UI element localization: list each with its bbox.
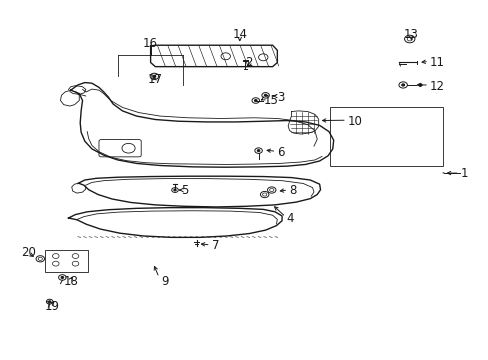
Circle shape <box>418 84 421 86</box>
Text: 20: 20 <box>21 246 36 259</box>
Circle shape <box>174 189 176 191</box>
Text: 7: 7 <box>211 239 219 252</box>
Text: 5: 5 <box>181 184 188 197</box>
Text: 16: 16 <box>143 37 158 50</box>
Text: 11: 11 <box>429 56 444 69</box>
Text: 19: 19 <box>44 300 60 312</box>
Circle shape <box>49 301 51 302</box>
Circle shape <box>264 94 266 96</box>
Circle shape <box>254 100 256 102</box>
Circle shape <box>401 84 404 86</box>
Text: 8: 8 <box>288 184 296 197</box>
Text: 18: 18 <box>63 275 78 288</box>
Bar <box>45 250 88 271</box>
Text: 13: 13 <box>403 28 418 41</box>
Text: 4: 4 <box>286 212 294 225</box>
Text: 14: 14 <box>232 28 247 41</box>
Text: 12: 12 <box>429 80 444 93</box>
Circle shape <box>61 276 63 278</box>
Text: 6: 6 <box>277 146 285 159</box>
Bar <box>330 107 442 166</box>
Text: 9: 9 <box>161 275 168 288</box>
Text: 10: 10 <box>347 115 362 128</box>
Text: 1: 1 <box>460 167 467 180</box>
Circle shape <box>153 75 155 77</box>
Text: 15: 15 <box>263 94 278 107</box>
Text: 17: 17 <box>147 73 163 86</box>
Circle shape <box>257 150 259 152</box>
Text: 2: 2 <box>245 56 252 69</box>
Text: 3: 3 <box>277 91 284 104</box>
